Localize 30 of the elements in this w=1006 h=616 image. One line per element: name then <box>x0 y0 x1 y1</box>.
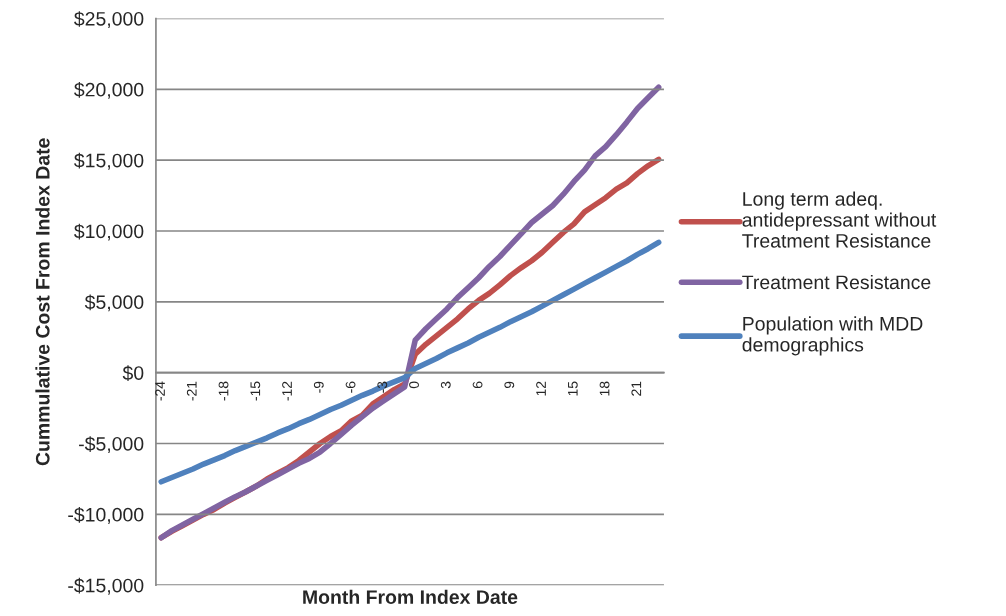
y-tick-label: -$10,000 <box>68 507 144 524</box>
y-tick-label: $20,000 <box>74 81 144 99</box>
x-tick-label: -3 <box>377 381 388 393</box>
legend-label: Population with MDD demographics <box>742 316 923 356</box>
x-tick-label: -24 <box>155 381 165 401</box>
x-tick-label: -9 <box>313 381 324 393</box>
y-tick-label: $0 <box>122 365 144 382</box>
y-tick-label: $5,000 <box>84 294 144 312</box>
y-tick-label: $10,000 <box>74 223 144 241</box>
x-tick-label: 21 <box>631 381 642 396</box>
x-tick-label: -6 <box>345 381 356 393</box>
x-tick-label: 12 <box>536 381 546 396</box>
y-tick-label: -$15,000 <box>68 577 144 595</box>
x-tick-label: 15 <box>568 381 578 396</box>
legend-label: Long term adeq. antidepressant without Treatment Resistance <box>742 191 937 248</box>
x-tick-label: -21 <box>186 381 197 401</box>
x-tick-label: -18 <box>218 381 229 401</box>
x-axis-title: Month From Index Date <box>303 589 518 605</box>
y-tick-label: $25,000 <box>74 11 144 29</box>
x-tick-label: -15 <box>250 381 261 401</box>
x-tick-label: 9 <box>504 381 515 389</box>
y-tick-label: $15,000 <box>74 152 144 170</box>
x-tick-label: -12 <box>282 381 292 401</box>
y-axis-title: Cummulative Cost From Index Date <box>35 138 50 466</box>
x-tick-label: 0 <box>409 381 419 389</box>
x-tick-label: 3 <box>440 381 451 389</box>
x-tick-label: 6 <box>472 381 483 389</box>
y-tick-label: -$5,000 <box>79 436 144 454</box>
x-tick-label: 18 <box>599 381 610 396</box>
legend-label: Treatment Resistance <box>742 274 931 290</box>
